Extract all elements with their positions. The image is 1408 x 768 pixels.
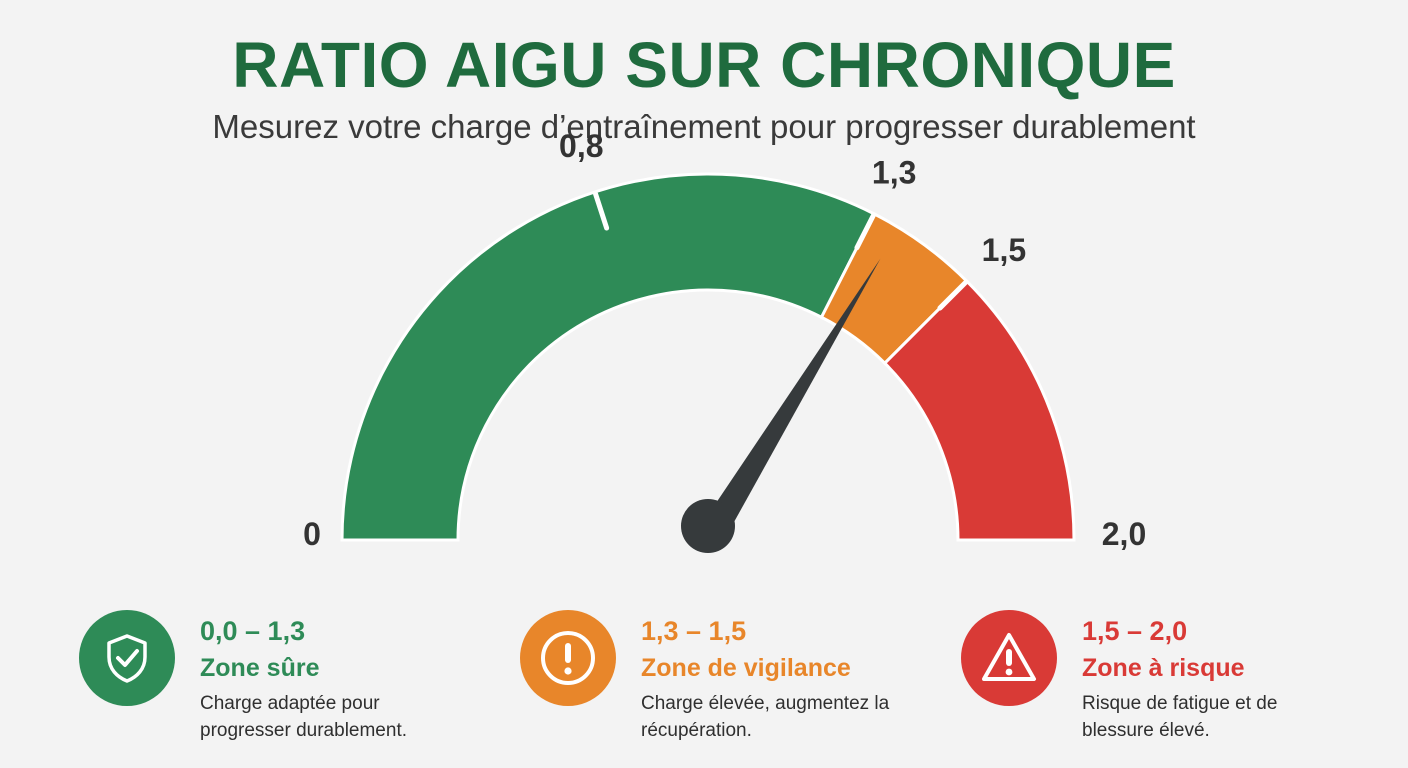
zone-safe-description: Charge adaptée pour progresser durableme… — [200, 693, 407, 741]
gauge-label: 1,3 — [872, 155, 916, 191]
gauge-tick — [854, 213, 876, 251]
zone-risk-range: 1,5 – 2,0 — [1082, 616, 1188, 646]
zone-warning-range: 1,3 – 1,5 — [641, 616, 747, 646]
page-subtitle: Mesurez votre charge d’entraînement pour… — [212, 108, 1196, 145]
gauge-tick — [937, 280, 968, 311]
warning-triangle-icon — [982, 633, 1036, 681]
zone-risk-card: 1,5 – 2,0 Zone à risque Risque de fatigu… — [961, 608, 1381, 758]
zone-safe-name: Zone sûre — [200, 654, 320, 682]
gauge-label: 1,5 — [982, 232, 1026, 268]
gauge-segment-risk — [882, 279, 1076, 542]
zone-risk-description: Risque de fatigue et de blessure élevé. — [1082, 693, 1278, 741]
shield-check-icon — [107, 634, 147, 683]
zone-safe-range: 0,0 – 1,3 — [200, 616, 306, 646]
gauge-needle — [696, 258, 881, 548]
acwr-gauge: 0 0,8 1,3 1,5 2,0 — [303, 128, 1146, 553]
zone-risk-name: Zone à risque — [1082, 654, 1245, 682]
exclamation-circle-icon — [541, 631, 595, 685]
zone-safe-card: 0,0 – 1,3 Zone sûre Charge adaptée pour … — [79, 608, 499, 758]
zone-warning-description: Charge élevée, augmentez la récupération… — [641, 693, 890, 741]
gauge-label: 0 — [303, 516, 321, 552]
zone-risk-badge — [961, 610, 1057, 706]
gauge-tick — [593, 191, 610, 231]
zone-safe-badge — [79, 610, 175, 706]
page-title: RATIO AIGU SUR CHRONIQUE — [232, 29, 1176, 101]
zone-warning-name: Zone de vigilance — [641, 654, 851, 682]
gauge-segment-safe — [340, 172, 877, 542]
gauge-label: 0,8 — [559, 128, 603, 164]
zone-warning-card: 1,3 – 1,5 Zone de vigilance Charge élevé… — [520, 608, 940, 758]
gauge-needle-hub — [681, 499, 735, 553]
gauge-label: 2,0 — [1102, 516, 1146, 552]
zone-warning-badge — [520, 610, 616, 706]
